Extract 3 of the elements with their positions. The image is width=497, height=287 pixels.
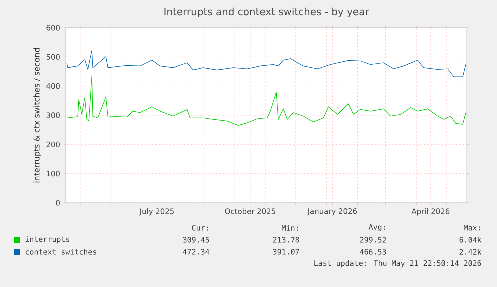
line-series — [66, 50, 466, 78]
line-series — [66, 76, 466, 126]
chart-title: Interrupts and context switches - by year — [164, 8, 370, 18]
